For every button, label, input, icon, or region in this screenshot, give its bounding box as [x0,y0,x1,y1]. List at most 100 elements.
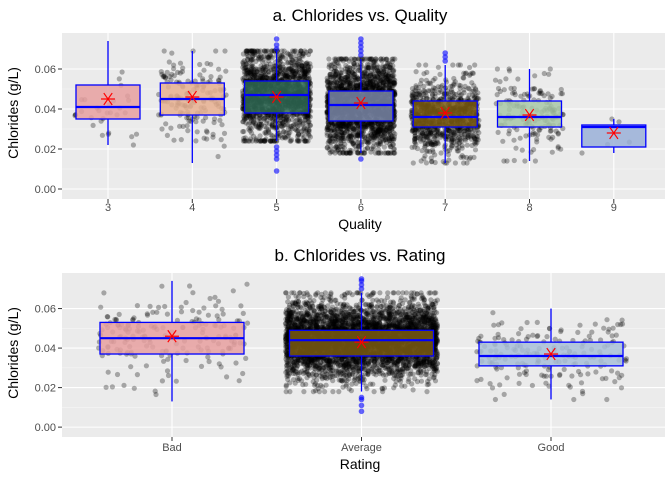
data-point [249,48,255,54]
data-point [288,123,294,129]
data-point [511,137,517,143]
data-point [245,121,251,127]
data-point [213,303,219,309]
data-point [241,66,247,72]
data-point [509,90,516,96]
data-point [251,72,257,78]
data-point [269,121,275,127]
data-point [532,73,538,79]
data-point [163,121,169,127]
data-point [264,117,270,123]
data-point [204,129,210,135]
data-point [256,112,262,118]
data-point [352,143,358,149]
data-point [253,138,259,144]
data-point [294,61,300,67]
data-point [289,57,295,63]
data-point [261,116,267,122]
data-point [258,118,264,124]
data-point [256,138,262,144]
data-point [164,69,170,75]
data-point [220,311,226,317]
data-point [248,117,254,123]
data-point [297,50,303,56]
data-point [171,62,177,68]
data-point [558,146,564,152]
data-point [293,68,299,74]
data-point [244,48,250,54]
data-point [265,112,271,118]
data-point [541,70,547,77]
data-point [337,150,343,156]
data-point [159,126,165,132]
data-point [114,371,121,378]
data-point [301,70,308,76]
data-point [301,114,308,120]
data-point [251,69,257,75]
data-point [388,134,394,140]
data-point [210,134,216,140]
data-point [258,138,264,144]
data-point [494,66,500,72]
data-point [219,306,225,312]
data-point [249,57,255,63]
data-point [303,49,309,56]
data-point [178,304,184,310]
data-point [363,80,370,87]
data-point [264,63,270,70]
data-point [158,69,164,75]
data-point [390,67,396,73]
data-point [249,72,255,78]
data-point [219,122,225,128]
data-point [423,62,429,68]
data-point [299,63,305,69]
data-point [187,283,193,289]
data-point [375,129,381,136]
data-point [201,305,207,311]
data-point [439,89,445,95]
data-point [248,70,254,76]
data-point [245,57,251,63]
data-point [464,142,470,148]
data-point [351,61,357,67]
data-point [193,316,199,322]
data-point [265,128,271,134]
data-point [500,138,506,144]
data-point [387,75,393,81]
data-point [193,138,199,144]
data-point [260,138,266,144]
data-point [438,150,444,156]
data-point [287,130,293,136]
data-point [458,83,464,89]
data-point [156,304,162,310]
data-point [525,93,532,99]
outlier-point [273,36,280,42]
data-point [244,52,250,59]
data-point [278,114,284,120]
data-point [425,137,431,143]
data-point [422,90,429,96]
data-point [547,66,553,72]
data-point [212,294,218,300]
data-point [390,56,396,62]
data-point [546,71,552,77]
data-point [144,312,151,318]
data-point [277,65,283,71]
data-point [365,139,371,146]
data-point [435,141,441,147]
data-point [164,368,171,374]
data-point [359,128,365,134]
data-point [295,69,301,75]
data-point [522,158,528,164]
data-point [449,137,455,143]
data-point [245,67,251,73]
data-point [492,77,499,83]
data-point [473,141,479,147]
data-point [217,117,223,123]
data-point [280,52,286,58]
data-point [205,312,211,318]
data-point [262,65,268,71]
data-point [99,132,105,138]
data-point [161,73,167,79]
